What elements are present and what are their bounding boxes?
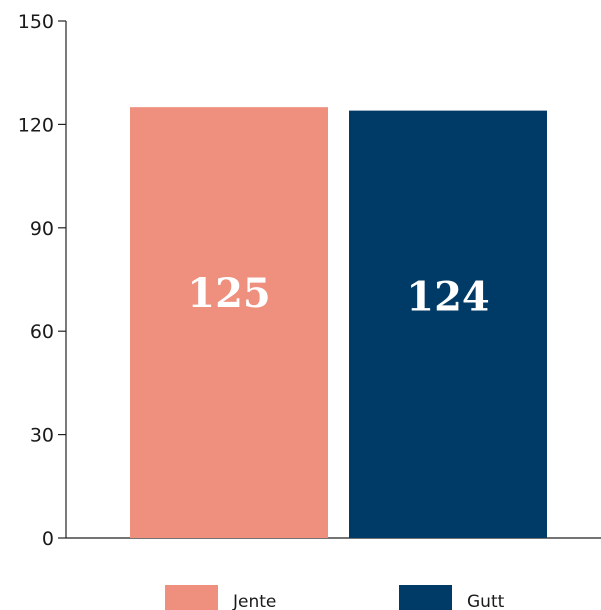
data-label-gutt: 124	[406, 274, 490, 321]
bar-gutt	[349, 110, 547, 538]
data-label-jente: 125	[187, 270, 271, 317]
y-tick-label: 60	[30, 321, 54, 343]
y-tick-label: 30	[30, 425, 54, 447]
y-tick-label: 120	[18, 114, 54, 136]
legend: Jente Gutt	[165, 585, 505, 610]
legend-swatch-jente	[165, 585, 218, 610]
y-tick-label: 90	[30, 218, 54, 240]
y-tick-label: 0	[42, 528, 54, 550]
bar-jente	[130, 107, 328, 539]
legend-swatch-gutt	[399, 585, 452, 610]
y-tick-label: 150	[18, 11, 54, 33]
bars	[130, 107, 547, 539]
legend-label-jente: Jente	[232, 592, 276, 610]
legend-label-gutt: Gutt	[467, 592, 505, 610]
data-labels: 125 124	[187, 270, 490, 320]
